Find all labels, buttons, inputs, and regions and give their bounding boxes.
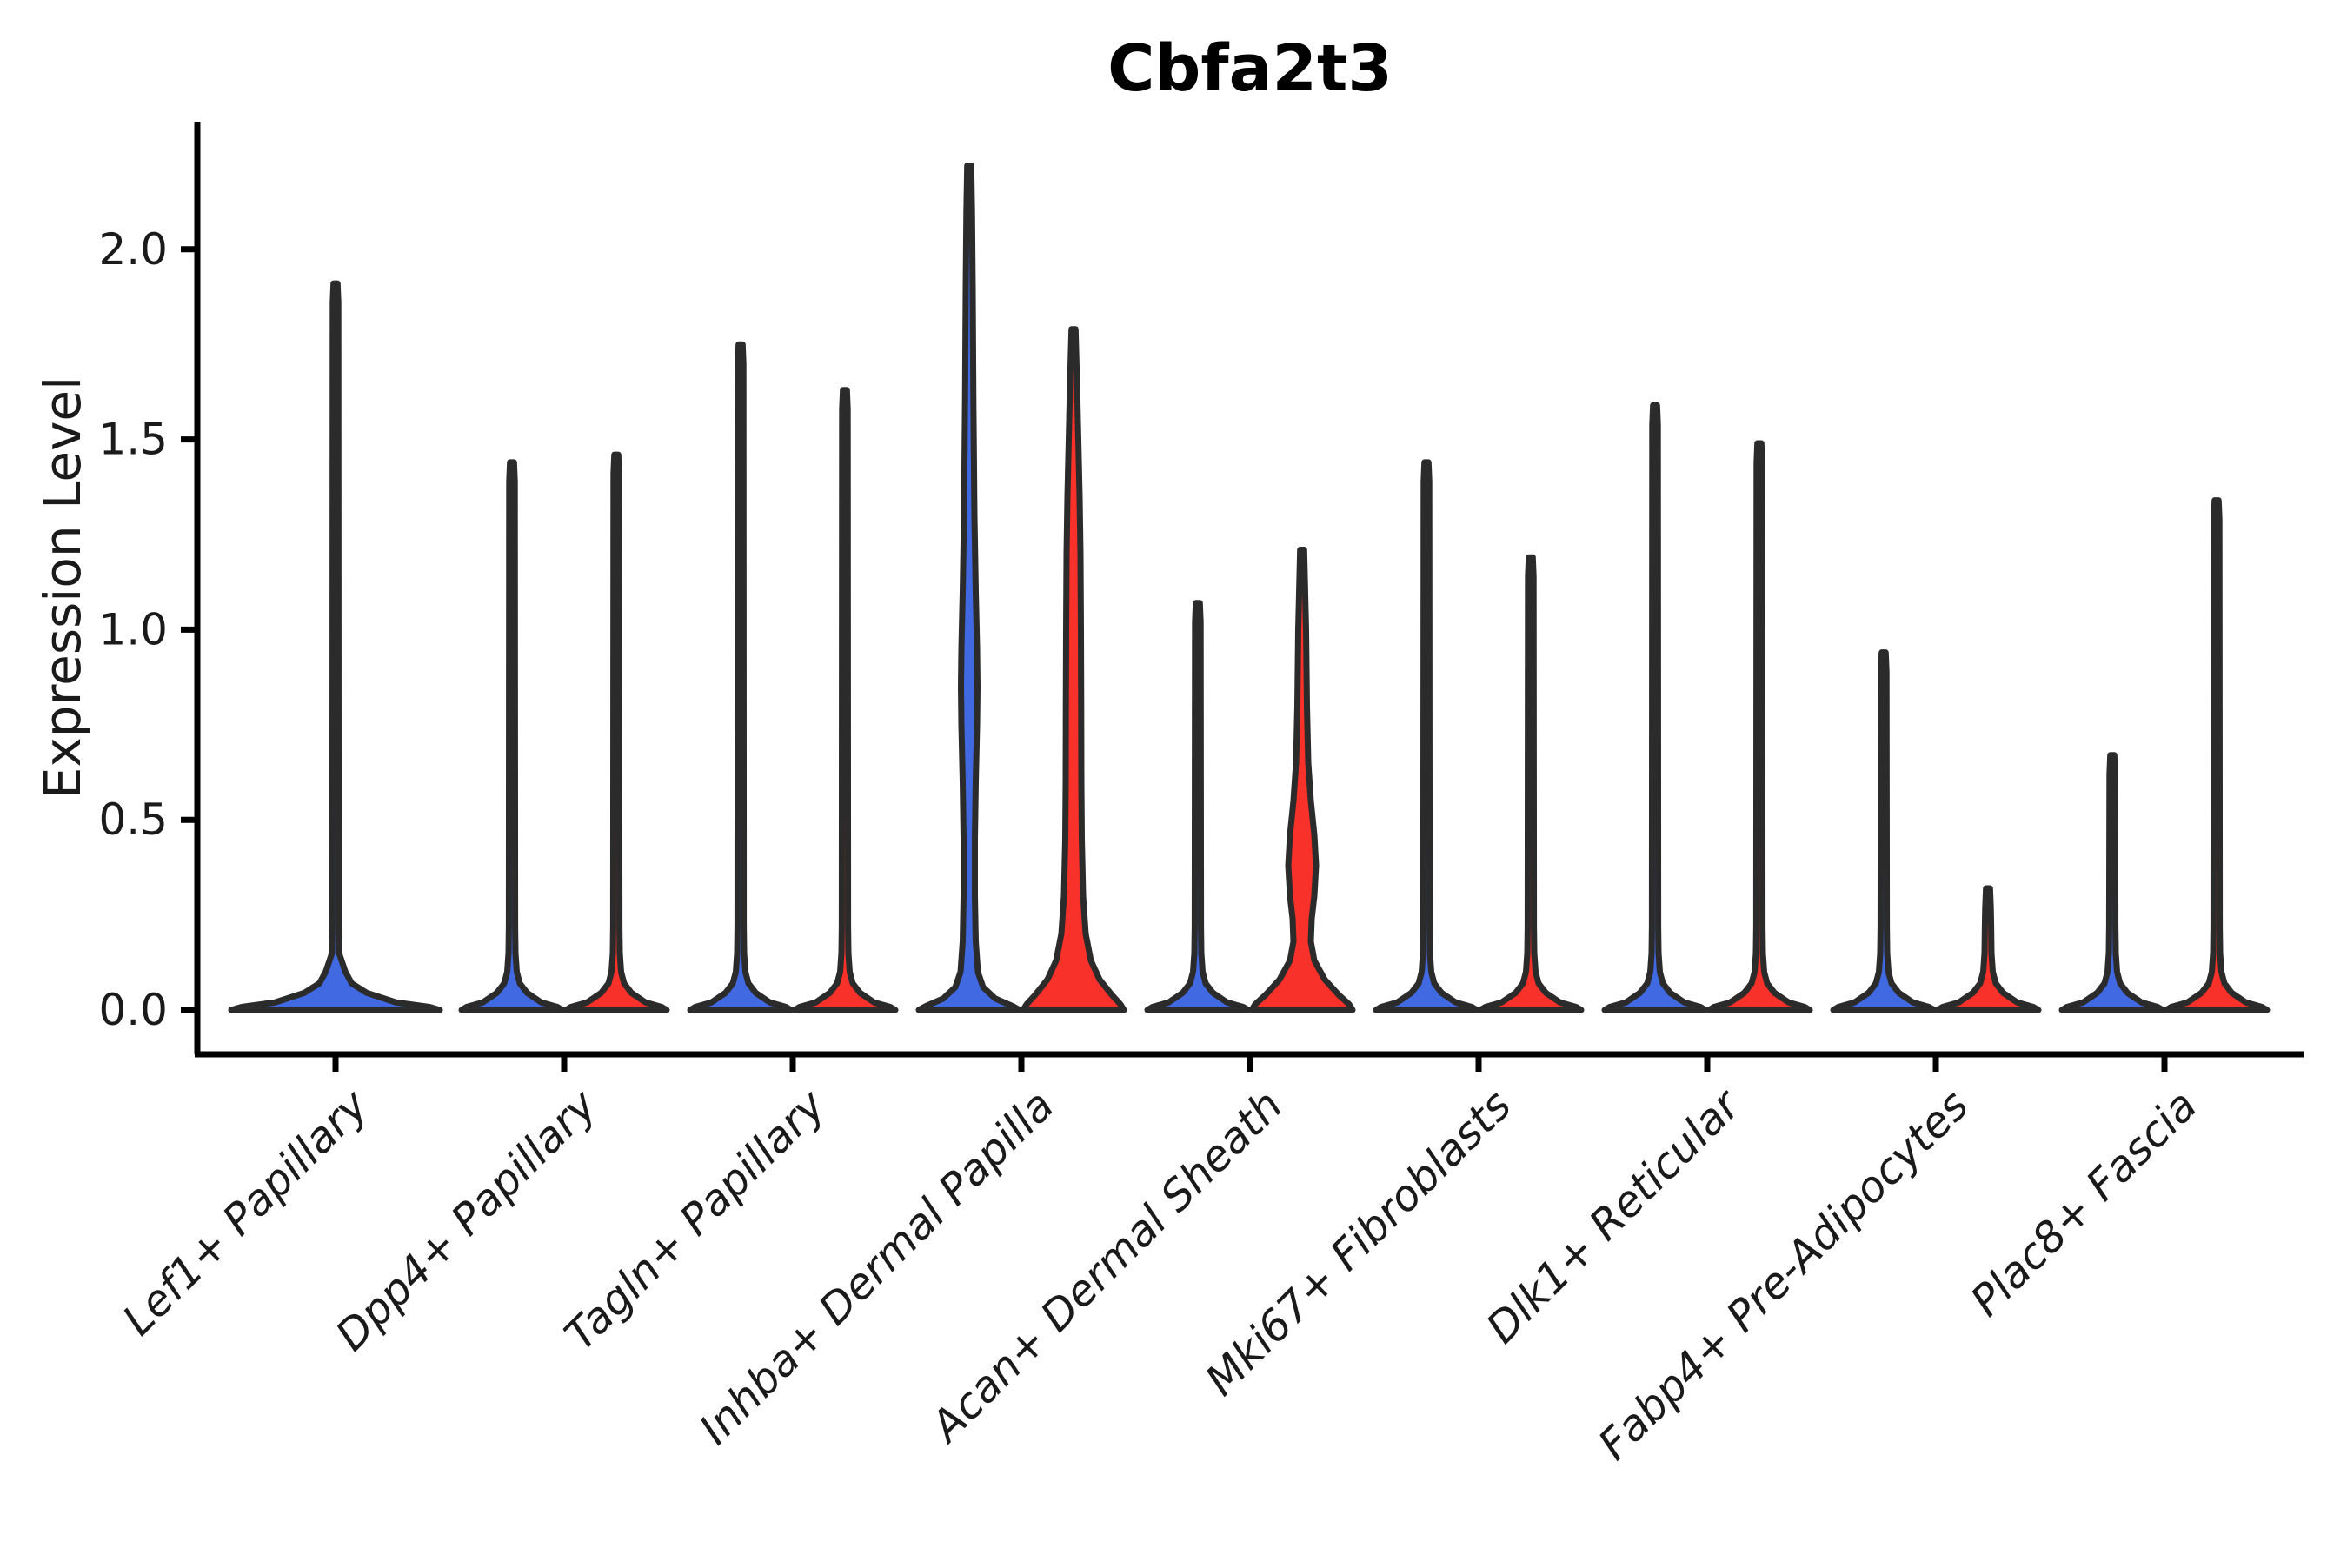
violin-plac8-fascia-left: [2058, 752, 2166, 1013]
violin-tagln-papillary-left: [687, 341, 795, 1013]
violin-acan-dermal-sheath-left: [1144, 600, 1252, 1013]
ticks-layer: [181, 246, 2168, 1072]
y-axis-label: Expression Level: [33, 376, 92, 799]
y-tick-label: 0.5: [98, 794, 168, 845]
violin-lef1-papillary-center: [228, 280, 443, 1013]
y-tick-label: 0.0: [98, 985, 168, 1035]
violin-inhba-dermal-papilla-right: [1020, 326, 1127, 1013]
violin-dlk1-reticular-left: [1601, 402, 1709, 1013]
x-tick-label-fabp4-pre-adipocytes: Fabp4+ Pre-Adipocytes: [1589, 1080, 1978, 1470]
violins-layer: [228, 163, 2271, 1013]
violin-dpp4-papillary-right: [562, 451, 670, 1013]
violin-dlk1-reticular-right: [1705, 440, 1813, 1013]
violin-plac8-fascia-right: [2163, 497, 2271, 1013]
x-tick-label-plac8-fascia: Plac8+ Fascia: [1961, 1080, 2206, 1325]
violin-fabp4-pre-adipocytes-right: [1934, 885, 2042, 1013]
chart-title: Cbfa2t3: [1107, 31, 1393, 106]
y-tick-label: 1.5: [98, 415, 168, 465]
violin-inhba-dermal-papilla-left: [915, 163, 1023, 1013]
violin-tagln-papillary-right: [791, 387, 899, 1013]
y-tick-label: 1.0: [98, 604, 168, 654]
x-tick-label-dlk1-reticular: Dlk1+ Reticular: [1477, 1079, 1751, 1352]
y-tick-label: 2.0: [98, 224, 168, 275]
violin-acan-dermal-sheath-right: [1248, 547, 1356, 1013]
violin-mki67-fibroblasts-left: [1373, 459, 1480, 1013]
violin-dpp4-papillary-left: [458, 459, 566, 1013]
x-tick-label-lef1-papillary: Lef1+ Papillary: [113, 1080, 378, 1345]
violin-mki67-fibroblasts-right: [1477, 554, 1585, 1013]
violin-fabp4-pre-adipocytes-left: [1830, 649, 1938, 1013]
